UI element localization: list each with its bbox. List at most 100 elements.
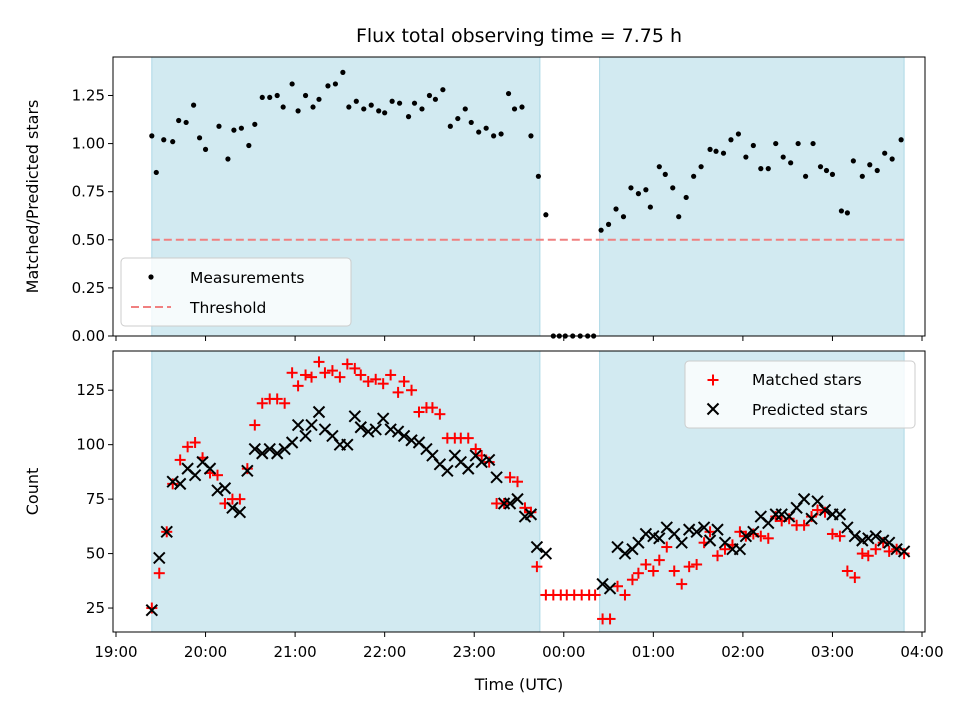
matched-star-point: [691, 558, 703, 570]
matched-star-point: [668, 565, 680, 577]
predicted-star-point-stroke: [647, 529, 660, 543]
predicted-star-point-stroke: [818, 503, 832, 517]
matched-star-point: [349, 362, 361, 374]
predicted-star-point: [511, 492, 524, 506]
measurement-point: [698, 164, 704, 170]
matched-star-point: [406, 384, 418, 396]
matched-star-point: [834, 530, 846, 542]
predicted-star-point-stroke: [469, 449, 482, 462]
predicted-star-point-stroke: [291, 418, 305, 432]
predicted-star-point-stroke: [318, 423, 332, 436]
count-panel: 25 50 75 100 125 19:00 20:00 21:00 22:00 23:00 00…: [23, 350, 944, 694]
predicted-star-point: [362, 425, 375, 438]
predicted-star-point-stroke: [848, 529, 862, 543]
measurement-point: [810, 140, 816, 147]
predicted-star-point: [256, 447, 269, 460]
predicted-star-point-stroke: [397, 429, 411, 443]
measurement-point: [176, 117, 182, 124]
predicted-star-point-stroke: [448, 449, 462, 462]
matched-star-point: [241, 463, 253, 475]
x-tick-label: 23:00: [453, 643, 496, 661]
matched-star-point: [211, 469, 223, 481]
predicted-star-point: [188, 468, 202, 482]
measurement-point: [889, 156, 895, 162]
measurement-point: [389, 98, 395, 104]
predicted-star-point: [530, 540, 544, 554]
measurement-point: [683, 194, 689, 201]
predicted-star-point-stroke: [226, 501, 239, 515]
predicted-star-point-stroke: [524, 508, 538, 521]
predicted-star-point-stroke: [797, 492, 811, 506]
matched-star-point: [712, 550, 724, 562]
matched-star-point: [826, 528, 838, 540]
predicted-star-point: [711, 523, 724, 536]
legend-marker-predicted: [706, 402, 720, 416]
predicted-star-point-stroke: [639, 527, 653, 541]
predicted-star-point-stroke: [145, 604, 159, 617]
predicted-star-point-stroke: [412, 436, 426, 449]
matched-star-point: [525, 506, 537, 518]
predicted-star-point: [848, 529, 862, 543]
matched-star-point: [704, 526, 716, 538]
observing-interval-band: [599, 56, 905, 337]
predicted-star-point-stroke: [160, 525, 173, 539]
x-tick-label: 19:00: [94, 643, 137, 661]
measurement-points: [149, 69, 904, 339]
measurement-point: [735, 131, 742, 137]
predicted-star-point: [805, 512, 818, 525]
matched-star-point: [862, 550, 874, 562]
matched-star-point: [647, 565, 659, 577]
y-axis-label: Matched/Predicted stars: [23, 100, 42, 294]
x-tick-label: 03:00: [811, 643, 854, 661]
predicted-star-point: [354, 421, 367, 434]
predicted-star-point-stroke: [603, 582, 617, 595]
matched-star-point: [385, 369, 397, 381]
measurement-point: [647, 204, 653, 210]
matched-star-point: [413, 406, 425, 418]
legend-box: [684, 360, 916, 429]
measurement-point: [670, 185, 676, 191]
matched-star-point: [806, 511, 818, 523]
measurement-point: [788, 160, 794, 166]
measurement-point: [728, 137, 734, 143]
measurement-point: [691, 173, 697, 179]
measurement-point: [643, 187, 649, 193]
predicted-star-point-stroke: [441, 464, 454, 478]
matched-star-point: [653, 554, 665, 566]
measurement-point: [874, 167, 880, 174]
predicted-star-point-stroke: [341, 438, 354, 451]
x-tick-label: 21:00: [273, 643, 316, 661]
x-tick-label: 22:00: [363, 643, 406, 661]
matched-star-point: [798, 519, 810, 531]
predicted-star-point-stroke: [263, 442, 276, 456]
y-tick-label: 0.50: [72, 231, 105, 249]
predicted-star-point: [462, 462, 475, 475]
predicted-star-point-stroke: [711, 523, 724, 536]
predicted-star-point-stroke: [611, 540, 624, 554]
predicted-star-point: [818, 503, 832, 517]
predicted-star-point-stroke: [475, 455, 488, 469]
predicted-star-point: [739, 529, 753, 543]
predicted-star-point-stroke: [739, 529, 753, 543]
measurement-point: [773, 140, 779, 147]
predicted-star-point-stroke: [841, 521, 854, 534]
x-axis-ticks: [115, 336, 923, 341]
predicted-star-point-stroke: [312, 405, 326, 419]
y-tick-label: 0.00: [72, 327, 105, 345]
predicted-star-point: [160, 525, 173, 539]
predicted-star-point: [675, 536, 688, 549]
y-axis-label: Count: [23, 468, 42, 516]
predicted-star-point-stroke: [454, 455, 467, 469]
matched-star-point: [762, 532, 774, 544]
predicted-star-point-stroke: [462, 462, 475, 475]
x-tick-label: 20:00: [184, 643, 227, 661]
measurement-point: [447, 123, 453, 129]
measurement-point: [252, 121, 258, 127]
legend: Measurements Threshold: [120, 257, 352, 327]
measurement-point: [149, 133, 155, 139]
predicted-star-point-stroke: [697, 521, 711, 534]
measurement-point: [656, 164, 662, 170]
matched-star-point: [234, 493, 246, 505]
predicted-star-point-stroke: [196, 455, 209, 469]
matched-star-point: [483, 456, 495, 468]
